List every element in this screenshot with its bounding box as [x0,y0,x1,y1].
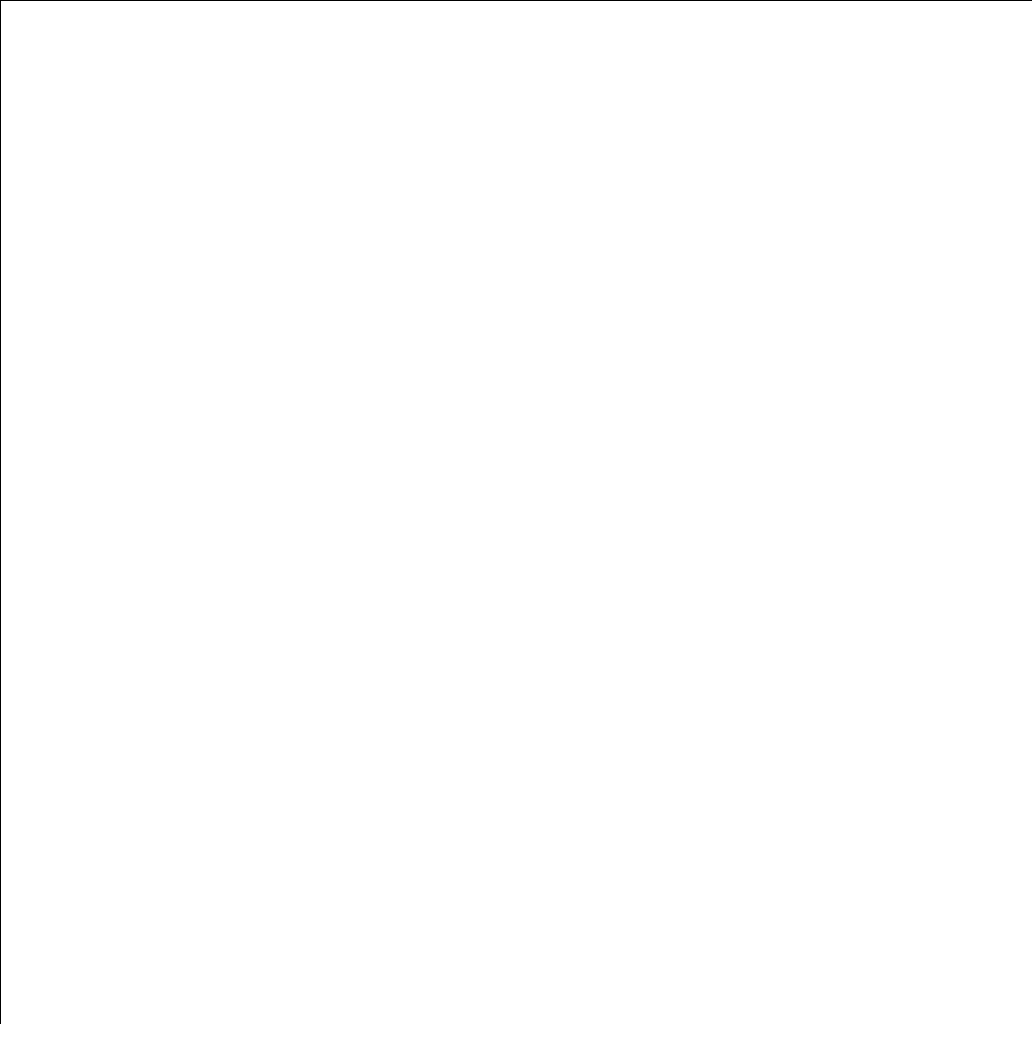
status-bar [0,1024,1033,1053]
antenna-spectra-grid [0,0,1032,1024]
